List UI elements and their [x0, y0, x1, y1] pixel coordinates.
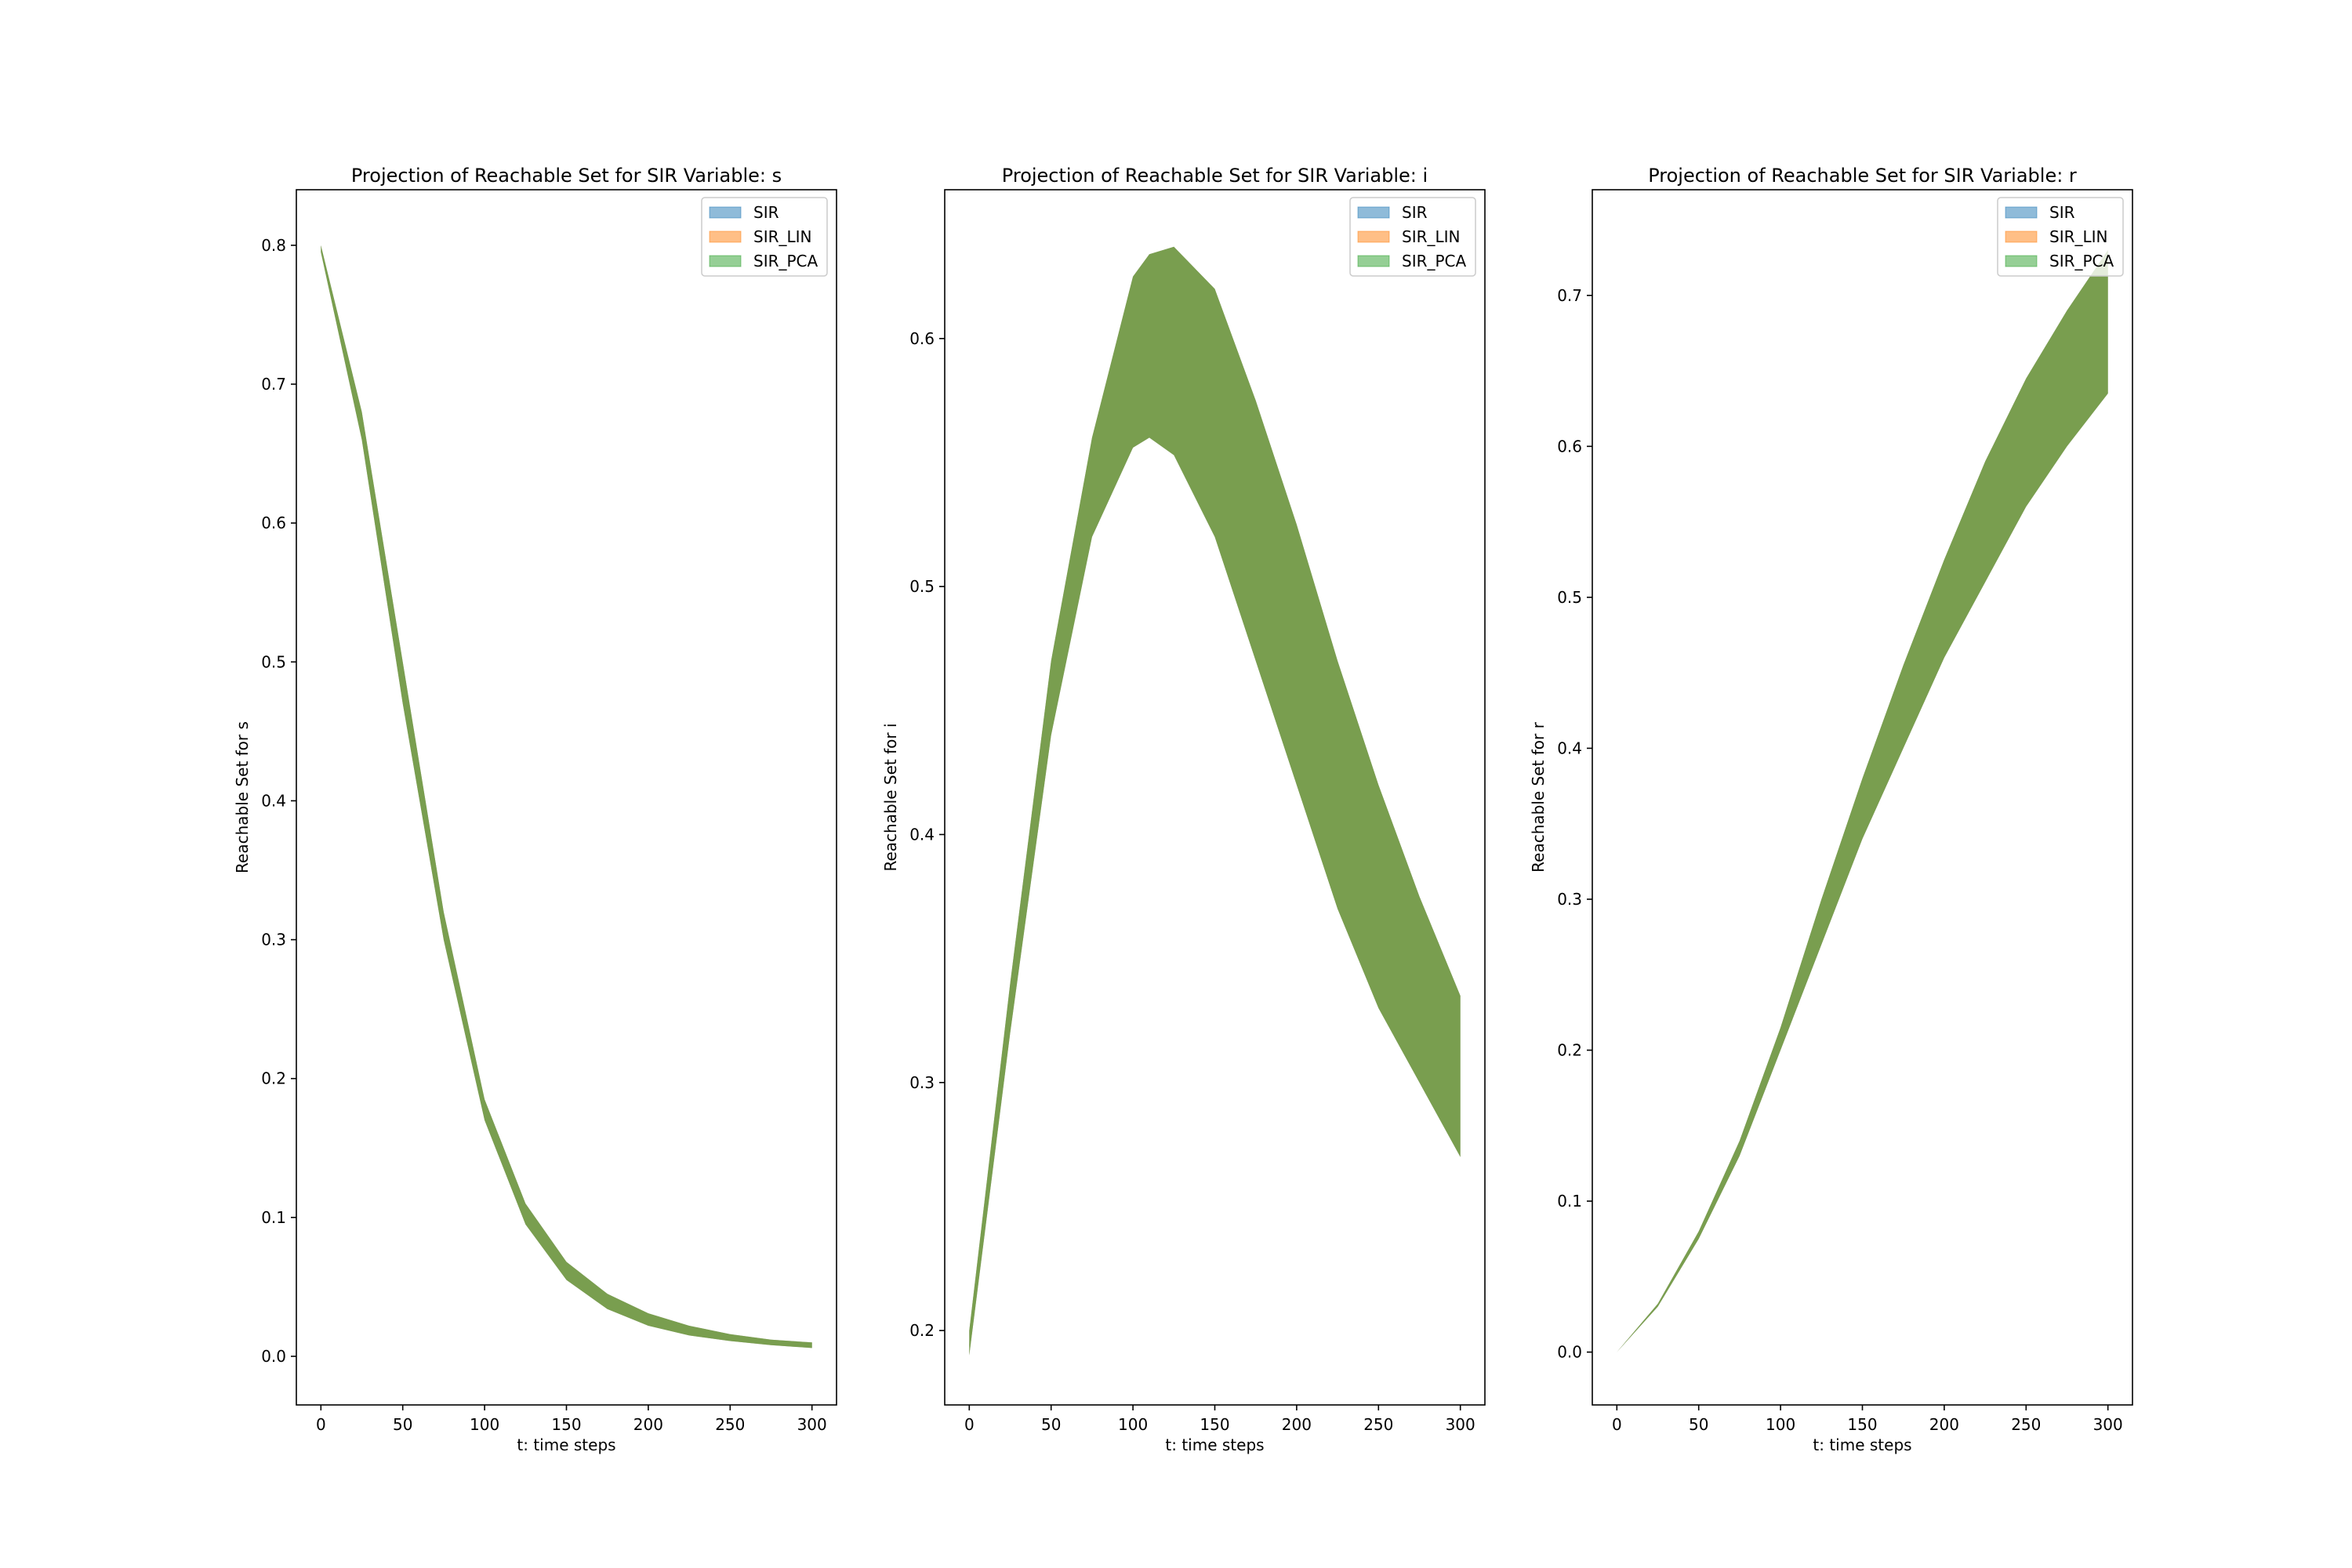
legend-label: SIR_PCA — [753, 252, 818, 270]
y-tick-label: 0.3 — [1557, 890, 1582, 909]
y-tick-label: 0.5 — [909, 577, 935, 596]
legend-label: SIR_PCA — [1402, 252, 1467, 270]
x-axis-label-s: t: time steps — [517, 1436, 615, 1454]
legend-swatch-sir — [710, 207, 741, 218]
x-axis-label-i: t: time steps — [1165, 1436, 1264, 1454]
x-tick-label: 100 — [470, 1415, 499, 1434]
legend-label: SIR — [2049, 203, 2075, 222]
y-tick-label: 0.3 — [909, 1073, 935, 1092]
y-axis-label-i: Reachable Set for i — [881, 723, 900, 871]
y-axis-label-s: Reachable Set for s — [233, 721, 252, 873]
chart-panel-r: 0 50 100 150 200 250 300 0.0 0.1 0.2 0.3 0.4 0.5 0.6 0… — [1529, 165, 2132, 1454]
x-axis-label-r: t: time steps — [1813, 1436, 1911, 1454]
legend-label: SIR_LIN — [1402, 227, 1461, 246]
legend-label: SIR — [1402, 203, 1428, 222]
y-tick-label: 0.3 — [261, 931, 286, 949]
y-tick-label: 0.2 — [909, 1321, 935, 1340]
x-tick-label: 50 — [1041, 1415, 1061, 1434]
y-axis-label-r: Reachable Set for r — [1529, 721, 1548, 872]
x-tick-label: 0 — [1612, 1415, 1622, 1434]
y-tick-label: 0.1 — [261, 1208, 286, 1227]
chart-title-i: Projection of Reachable Set for SIR Vari… — [1002, 165, 1428, 187]
x-tick-label: 100 — [1118, 1415, 1148, 1434]
x-tick-label: 100 — [1766, 1415, 1795, 1434]
band-s-sir — [321, 245, 811, 1348]
x-tick-label: 300 — [1446, 1415, 1475, 1434]
legend-swatch-sir-lin — [2005, 231, 2037, 242]
legend-r: SIR SIR_LIN SIR_PCA — [1998, 198, 2123, 276]
x-tick-label: 150 — [1847, 1415, 1877, 1434]
legend-swatch-sir-lin — [710, 231, 741, 242]
y-tick-label: 0.8 — [261, 236, 286, 255]
y-tick-label: 0.6 — [261, 514, 286, 532]
x-tick-label: 50 — [393, 1415, 412, 1434]
band-r-sir-pca — [1617, 250, 2107, 1352]
chart-panel-i: 0 50 100 150 200 250 300 0.2 0.3 0.4 0.5 0.6 Project… — [881, 165, 1485, 1454]
x-tick-label: 50 — [1689, 1415, 1708, 1434]
x-tick-label: 0 — [316, 1415, 326, 1434]
chart-title-r: Projection of Reachable Set for SIR Vari… — [1648, 165, 2077, 187]
y-tick-label: 0.4 — [909, 825, 935, 844]
y-tick-label: 0.5 — [1557, 588, 1582, 607]
band-i-sir-pca — [969, 247, 1460, 1356]
y-tick-label: 0.6 — [909, 329, 935, 348]
y-tick-label: 0.1 — [1557, 1192, 1582, 1210]
x-tick-label: 250 — [715, 1415, 745, 1434]
x-tick-label: 250 — [1363, 1415, 1393, 1434]
legend-label: SIR_PCA — [2049, 252, 2114, 270]
x-tick-label: 200 — [1929, 1415, 1959, 1434]
x-tick-label: 200 — [633, 1415, 663, 1434]
x-tick-label: 150 — [551, 1415, 581, 1434]
y-tick-label: 0.6 — [1557, 437, 1582, 456]
y-tick-label: 0.7 — [1557, 286, 1582, 305]
x-tick-label: 300 — [797, 1415, 827, 1434]
legend-label: SIR — [753, 203, 779, 222]
legend-swatch-sir-pca — [2005, 256, 2037, 267]
x-tick-label: 150 — [1200, 1415, 1229, 1434]
legend-swatch-sir-lin — [1358, 231, 1389, 242]
y-tick-label: 0.0 — [1557, 1343, 1582, 1362]
x-tick-label: 250 — [2011, 1415, 2041, 1434]
y-tick-label: 0.5 — [261, 652, 286, 671]
x-tick-label: 300 — [2093, 1415, 2123, 1434]
legend-s: SIR SIR_LIN SIR_PCA — [702, 198, 827, 276]
y-tick-label: 0.7 — [261, 375, 286, 394]
x-tick-label: 0 — [964, 1415, 975, 1434]
x-tick-label: 200 — [1282, 1415, 1312, 1434]
y-tick-label: 0.2 — [1557, 1041, 1582, 1060]
y-tick-label: 0.2 — [261, 1069, 286, 1088]
legend-swatch-sir — [2005, 207, 2037, 218]
chart-panel-s: 0 50 100 150 200 250 300 0.0 0.1 0.2 0.3 0.4 0.5 0.6 0… — [233, 165, 837, 1454]
legend-swatch-sir-pca — [710, 256, 741, 267]
chart-title-s: Projection of Reachable Set for SIR Vari… — [351, 165, 782, 187]
y-tick-label: 0.0 — [261, 1347, 286, 1366]
legend-i: SIR SIR_LIN SIR_PCA — [1350, 198, 1475, 276]
axes-frame-s — [296, 190, 837, 1405]
band-s-sir-lin — [321, 245, 811, 1348]
y-tick-label: 0.4 — [1557, 739, 1582, 757]
legend-label: SIR_LIN — [753, 227, 812, 246]
legend-swatch-sir — [1358, 207, 1389, 218]
legend-label: SIR_LIN — [2049, 227, 2108, 246]
y-tick-label: 0.4 — [261, 791, 286, 810]
legend-swatch-sir-pca — [1358, 256, 1389, 267]
band-s-sir-pca — [321, 245, 811, 1348]
